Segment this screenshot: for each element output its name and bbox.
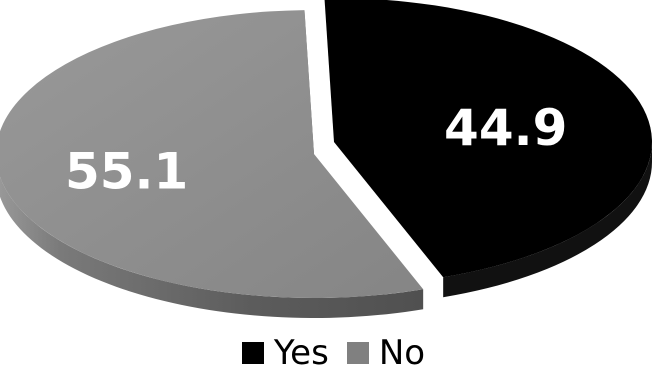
legend-swatch-no [346,341,369,364]
pie-slice-side-no [0,176,424,318]
data-label-yes: 44.9 [444,99,567,157]
legend-item-yes: Yes [241,332,329,373]
data-label-no: 55.1 [65,142,188,200]
pie-slice-side-yes [443,142,652,298]
legend-label-yes: Yes [273,332,329,373]
legend-swatch-yes [241,341,264,364]
chart-legend: Yes No [0,330,667,375]
legend-item-no: No [346,332,426,373]
pie-slice-top-no [0,10,424,298]
pie-slice-yes [324,0,652,298]
legend-label-no: No [378,332,426,373]
pie-slice-no [0,10,424,318]
pie-slice-top-yes [324,0,652,278]
